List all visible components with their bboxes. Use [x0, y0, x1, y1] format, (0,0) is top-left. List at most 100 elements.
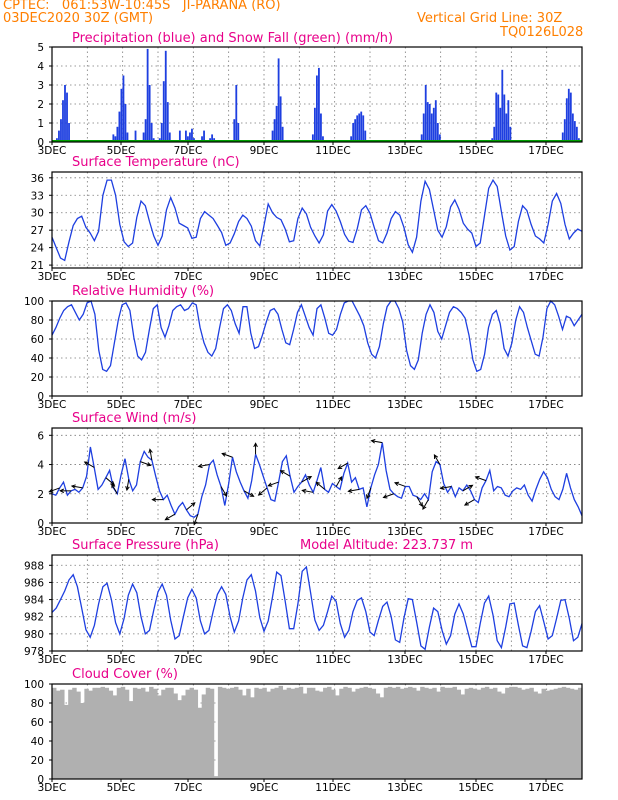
wind-arrow [335, 476, 343, 487]
wind-arrow-head [463, 501, 469, 506]
wind-arrow-head [222, 491, 228, 497]
wind-arrow [464, 499, 475, 506]
precip-bar [571, 113, 574, 142]
wind-arrow [348, 488, 360, 492]
cloud-bar [242, 695, 247, 779]
y-tick-label: 60 [31, 334, 44, 346]
precip-bar [350, 136, 353, 142]
x-tick-label: 11DEC [315, 271, 350, 283]
x-tick-label: 15DEC [458, 526, 493, 538]
x-tick-label: 13DEC [387, 145, 422, 157]
cloud-bar [561, 686, 567, 779]
cloud-bar [513, 686, 518, 779]
x-tick-label: 15DEC [458, 145, 493, 157]
cloud-bar [80, 703, 85, 779]
cloud-bar [189, 687, 195, 779]
wind-arrow [422, 499, 429, 510]
cloud-bar [452, 686, 457, 779]
precip-bar [436, 123, 439, 142]
precip-bar [313, 107, 316, 142]
cloud-bar [440, 686, 445, 779]
wind-arrow-head [439, 485, 445, 490]
cloud-bar [149, 686, 154, 779]
wind-arrow-head [393, 481, 400, 486]
wind-arrow-head [151, 497, 157, 502]
panel-title-temp: Surface Temperature (nC) [72, 155, 240, 170]
precip-bar [320, 113, 322, 142]
cloud-bar [399, 688, 405, 779]
x-tick-label: 9DEC [250, 271, 279, 283]
y-tick-label: 100 [24, 679, 44, 691]
wind-arrow-head [301, 488, 307, 494]
cloud-bar [501, 693, 506, 779]
wind-arrow [440, 485, 452, 489]
cloud-bar [525, 688, 530, 779]
panel-title-wind: Surface Wind (m/s) [72, 411, 196, 426]
cloud-bar [367, 687, 373, 779]
cloud-bar [52, 687, 57, 779]
cloud-bar [541, 688, 546, 779]
cloud-bar [509, 686, 514, 779]
wind-arrow-head [125, 486, 130, 492]
y-tick-label: 60 [31, 717, 44, 729]
y-tick-label: 6 [37, 430, 44, 442]
cloud-bar [286, 687, 292, 779]
y-tick-label: 986 [24, 577, 44, 589]
y-tick-label: 0 [37, 391, 44, 403]
precip-bar [122, 75, 125, 142]
x-tick-label: 5DEC [107, 654, 136, 666]
cloud-bar [327, 686, 332, 779]
wind-arrow [140, 461, 151, 466]
model-code: TQ0126L028 [500, 25, 584, 40]
y-tick-label: 0 [37, 774, 44, 786]
precip-bar [430, 113, 433, 142]
precip-bar [507, 100, 510, 142]
y-tick-label: 980 [24, 629, 44, 641]
y-tick-label: 1 [37, 118, 44, 130]
precip-bar [124, 104, 127, 142]
x-tick-label: 9DEC [250, 399, 279, 411]
cloud-bar [476, 689, 482, 779]
cloud-bar [371, 688, 377, 779]
x-tick-label: 17DEC [528, 526, 563, 538]
wind-arrow [111, 483, 118, 495]
cloud-bar [177, 700, 182, 779]
cloud-bar [428, 688, 433, 779]
cloud-bar [124, 689, 130, 779]
x-tick-label: 17DEC [528, 782, 563, 794]
cloud-bar [351, 691, 356, 779]
precip-bar [164, 50, 167, 142]
cloud-bar [573, 689, 579, 779]
cloud-bar [161, 689, 166, 779]
cloud-bar [266, 691, 271, 779]
precip-bar [565, 98, 568, 142]
x-tick-label: 7DEC [174, 145, 203, 157]
precip-bar [64, 85, 66, 142]
station-line: CPTEC: 061:53W-10:45S JI-PARANA (RO) [3, 0, 281, 13]
precip-bar [148, 85, 151, 142]
x-tick-label: 17DEC [528, 654, 563, 666]
cloud-bar [577, 687, 583, 779]
panel-title-precip: Precipitation (blue) and Snow Fall (gree… [72, 31, 393, 46]
precip-bar [68, 123, 70, 142]
x-tick-label: 11DEC [315, 782, 350, 794]
cloud-bar [157, 695, 162, 779]
cloud-bar [331, 689, 336, 779]
precip-bar [352, 123, 355, 142]
cloud-bar [141, 687, 146, 779]
precip-bar [66, 92, 68, 142]
model-altitude: Model Altitude: 223.737 m [300, 538, 473, 553]
y-tick-label: 27 [31, 225, 44, 237]
cloud-bar [359, 687, 364, 779]
cloud-bar [197, 707, 203, 779]
cloud-bar [298, 686, 304, 779]
cloud-bar [310, 687, 316, 779]
x-tick-label: 3DEC [38, 654, 67, 666]
cloud-bar [306, 687, 312, 779]
wind-arrow [165, 513, 176, 521]
cloud-bar [408, 686, 413, 779]
precip-bar [275, 105, 278, 142]
precip-bar [561, 132, 564, 142]
precip-bar [271, 130, 274, 142]
